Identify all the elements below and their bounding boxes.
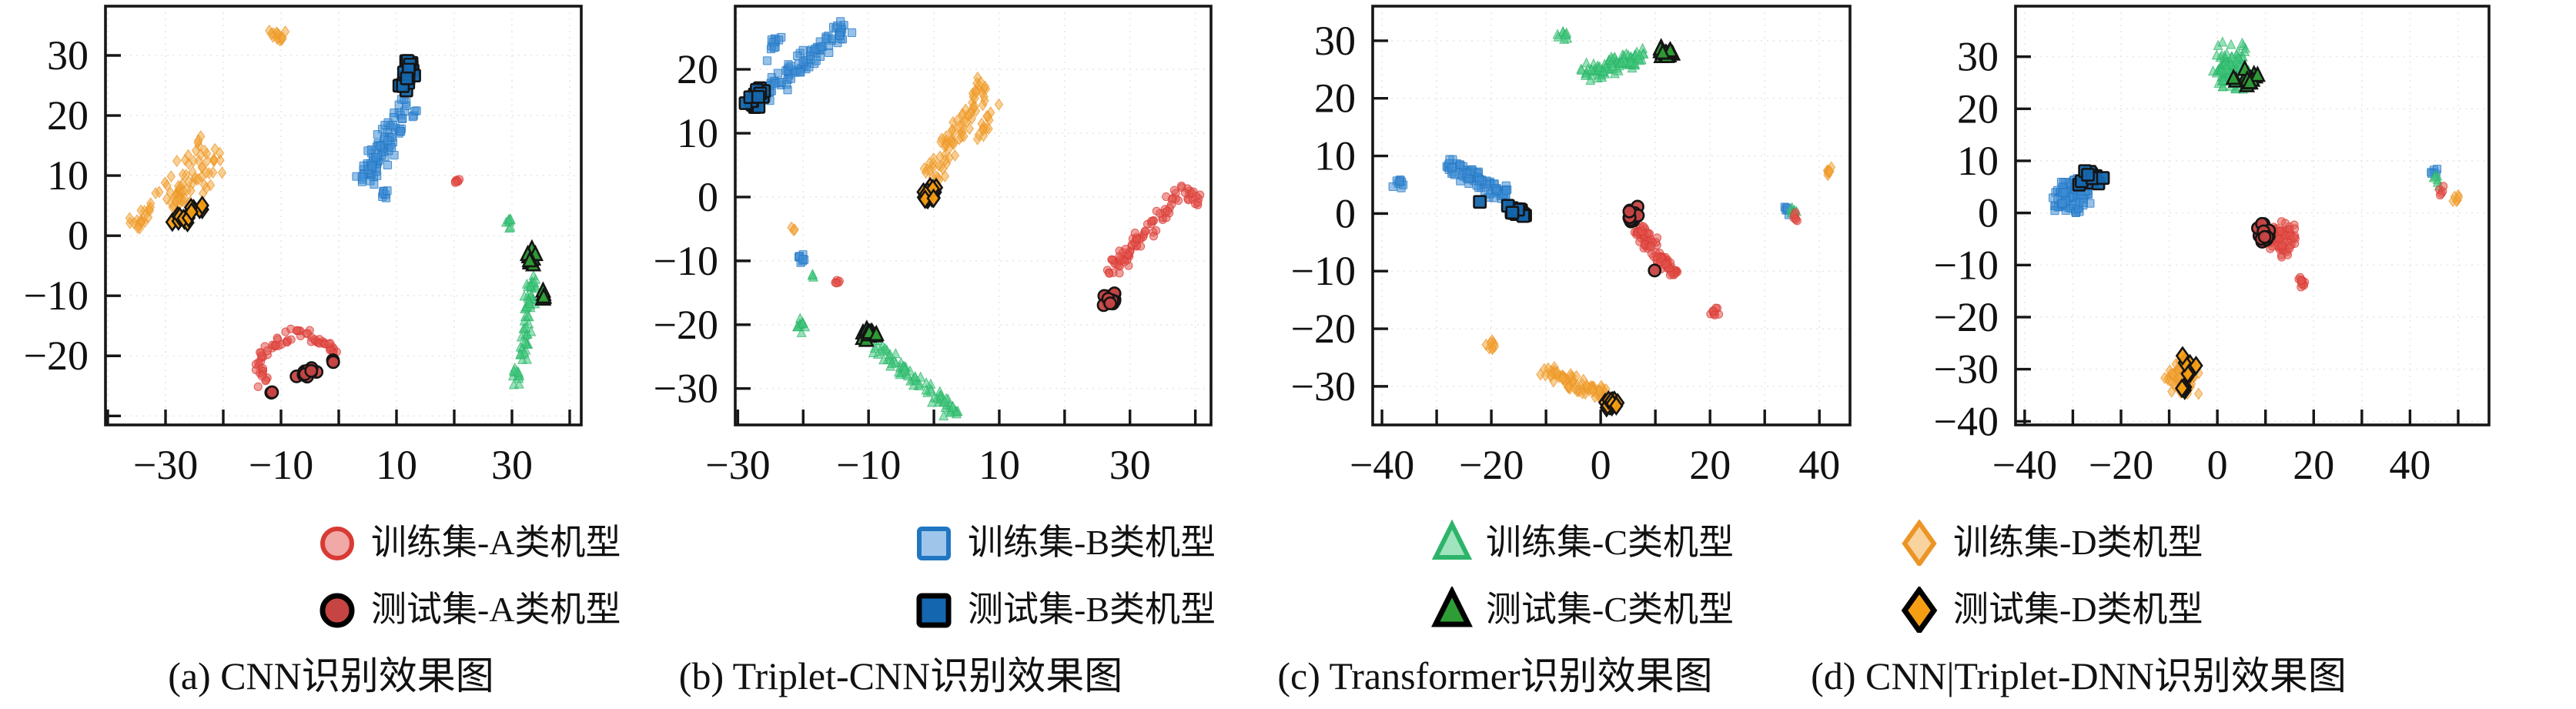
x-tick-label: 10 <box>979 442 1020 488</box>
x-tick-label: −20 <box>2089 442 2153 488</box>
y-tick-label: 10 <box>47 152 89 199</box>
x-tick-label: 30 <box>491 442 533 488</box>
y-tick-label: 0 <box>1335 190 1356 236</box>
y-tick-label: 20 <box>47 92 89 139</box>
caption-panel-c: (c) Transformer识别效果图 <box>1277 654 1713 697</box>
x-tick-label: −10 <box>836 442 901 488</box>
y-tick-label: 0 <box>698 174 718 220</box>
y-tick-label: −20 <box>24 333 89 379</box>
y-tick-label: 10 <box>1314 133 1356 179</box>
y-tick-label: 0 <box>68 212 89 259</box>
train-a-circle-icon <box>316 520 359 566</box>
y-tick-label: 20 <box>1957 85 1999 132</box>
y-tick-label: −30 <box>654 366 718 412</box>
legend-item-train-b: 训练集-B类机型 <box>912 520 1216 566</box>
y-tick-label: 10 <box>1957 138 1999 184</box>
legend-item-test-d: 测试集-D类机型 <box>1898 585 2203 636</box>
y-tick-label: 20 <box>1314 75 1356 122</box>
x-tick-label: −10 <box>249 442 313 488</box>
train-b-square-icon <box>912 520 955 566</box>
y-tick-label: −40 <box>1934 398 1999 444</box>
y-tick-label: −30 <box>1291 363 1356 410</box>
caption-panel-d: (d) CNN|Triplet-DNN识别效果图 <box>1811 654 2347 697</box>
legend-label-test-b: 测试集-B类机型 <box>968 590 1216 629</box>
x-tick-label: −30 <box>133 442 198 488</box>
legend-item-test-a: 测试集-A类机型 <box>316 587 621 633</box>
x-tick-label: 40 <box>1798 442 1840 488</box>
train-d-diamond-icon <box>1898 519 1941 568</box>
legend-label-test-c: 测试集-C类机型 <box>1486 590 1734 629</box>
scatter-plots-canvas: −30 −10 10 30 30 20 10 0 −10 −20 −30 −10 10 30 20 10 0 −1… <box>24 5 2491 488</box>
x-tick-label: 20 <box>2293 442 2334 488</box>
legend-label-test-d: 测试集-D类机型 <box>1953 590 2203 629</box>
legend-label-train-a: 训练集-A类机型 <box>371 523 621 562</box>
test-b-square-icon <box>912 587 955 633</box>
scatter-panel-a <box>125 24 553 400</box>
x-tick-label: −40 <box>1992 442 2057 488</box>
y-tick-label: −20 <box>1291 306 1356 352</box>
x-tick-label: 40 <box>2389 442 2430 488</box>
x-tick-label: 30 <box>1109 442 1151 488</box>
x-tick-label: 0 <box>1591 442 1611 488</box>
legend-item-train-a: 训练集-A类机型 <box>316 520 621 566</box>
y-tick-label: 30 <box>1314 18 1356 64</box>
y-tick-label: −10 <box>654 238 718 284</box>
y-tick-label: 10 <box>677 110 718 156</box>
x-tick-label: −40 <box>1350 442 1414 488</box>
caption-panel-a: (a) CNN识别效果图 <box>168 654 494 697</box>
y-tick-label: −20 <box>654 302 718 348</box>
x-tick-label: 0 <box>2207 442 2228 488</box>
y-tick-label: 20 <box>677 46 718 92</box>
x-tick-label: 10 <box>376 442 417 488</box>
legend-item-test-c: 测试集-C类机型 <box>1430 585 1734 633</box>
legend-label-test-a: 测试集-A类机型 <box>371 590 621 629</box>
y-tick-label: −10 <box>1291 248 1356 294</box>
y-tick-label: −30 <box>1934 346 1999 393</box>
y-tick-label: −10 <box>24 273 89 319</box>
test-a-circle-icon <box>316 587 359 633</box>
test-d-diamond-icon <box>1898 585 1941 636</box>
legend-item-train-d: 训练集-D类机型 <box>1898 519 2203 568</box>
y-tick-label: 0 <box>1978 190 1999 236</box>
legend-item-test-b: 测试集-B类机型 <box>912 587 1216 633</box>
train-c-triangle-icon <box>1430 519 1474 566</box>
caption-panel-b: (b) Triplet-CNN识别效果图 <box>678 654 1123 697</box>
scatter-panel-d <box>2048 36 2464 400</box>
x-tick-label: −30 <box>705 442 770 488</box>
legend-item-train-c: 训练集-C类机型 <box>1430 519 1734 566</box>
scatter-panel-c <box>1388 25 1836 418</box>
legend-label-train-d: 训练集-D类机型 <box>1953 523 2203 562</box>
x-tick-label: 20 <box>1689 442 1731 488</box>
test-c-triangle-icon <box>1430 585 1474 633</box>
scatter-panel-b <box>738 17 1205 420</box>
y-tick-label: 30 <box>47 32 89 79</box>
legend-label-train-c: 训练集-C类机型 <box>1486 523 1734 562</box>
y-tick-label: −20 <box>1934 294 1999 340</box>
y-tick-label: 30 <box>1957 34 1999 80</box>
y-tick-label: −10 <box>1934 242 1999 288</box>
x-tick-label: −20 <box>1459 442 1524 488</box>
legend-label-train-b: 训练集-B类机型 <box>968 523 1216 562</box>
